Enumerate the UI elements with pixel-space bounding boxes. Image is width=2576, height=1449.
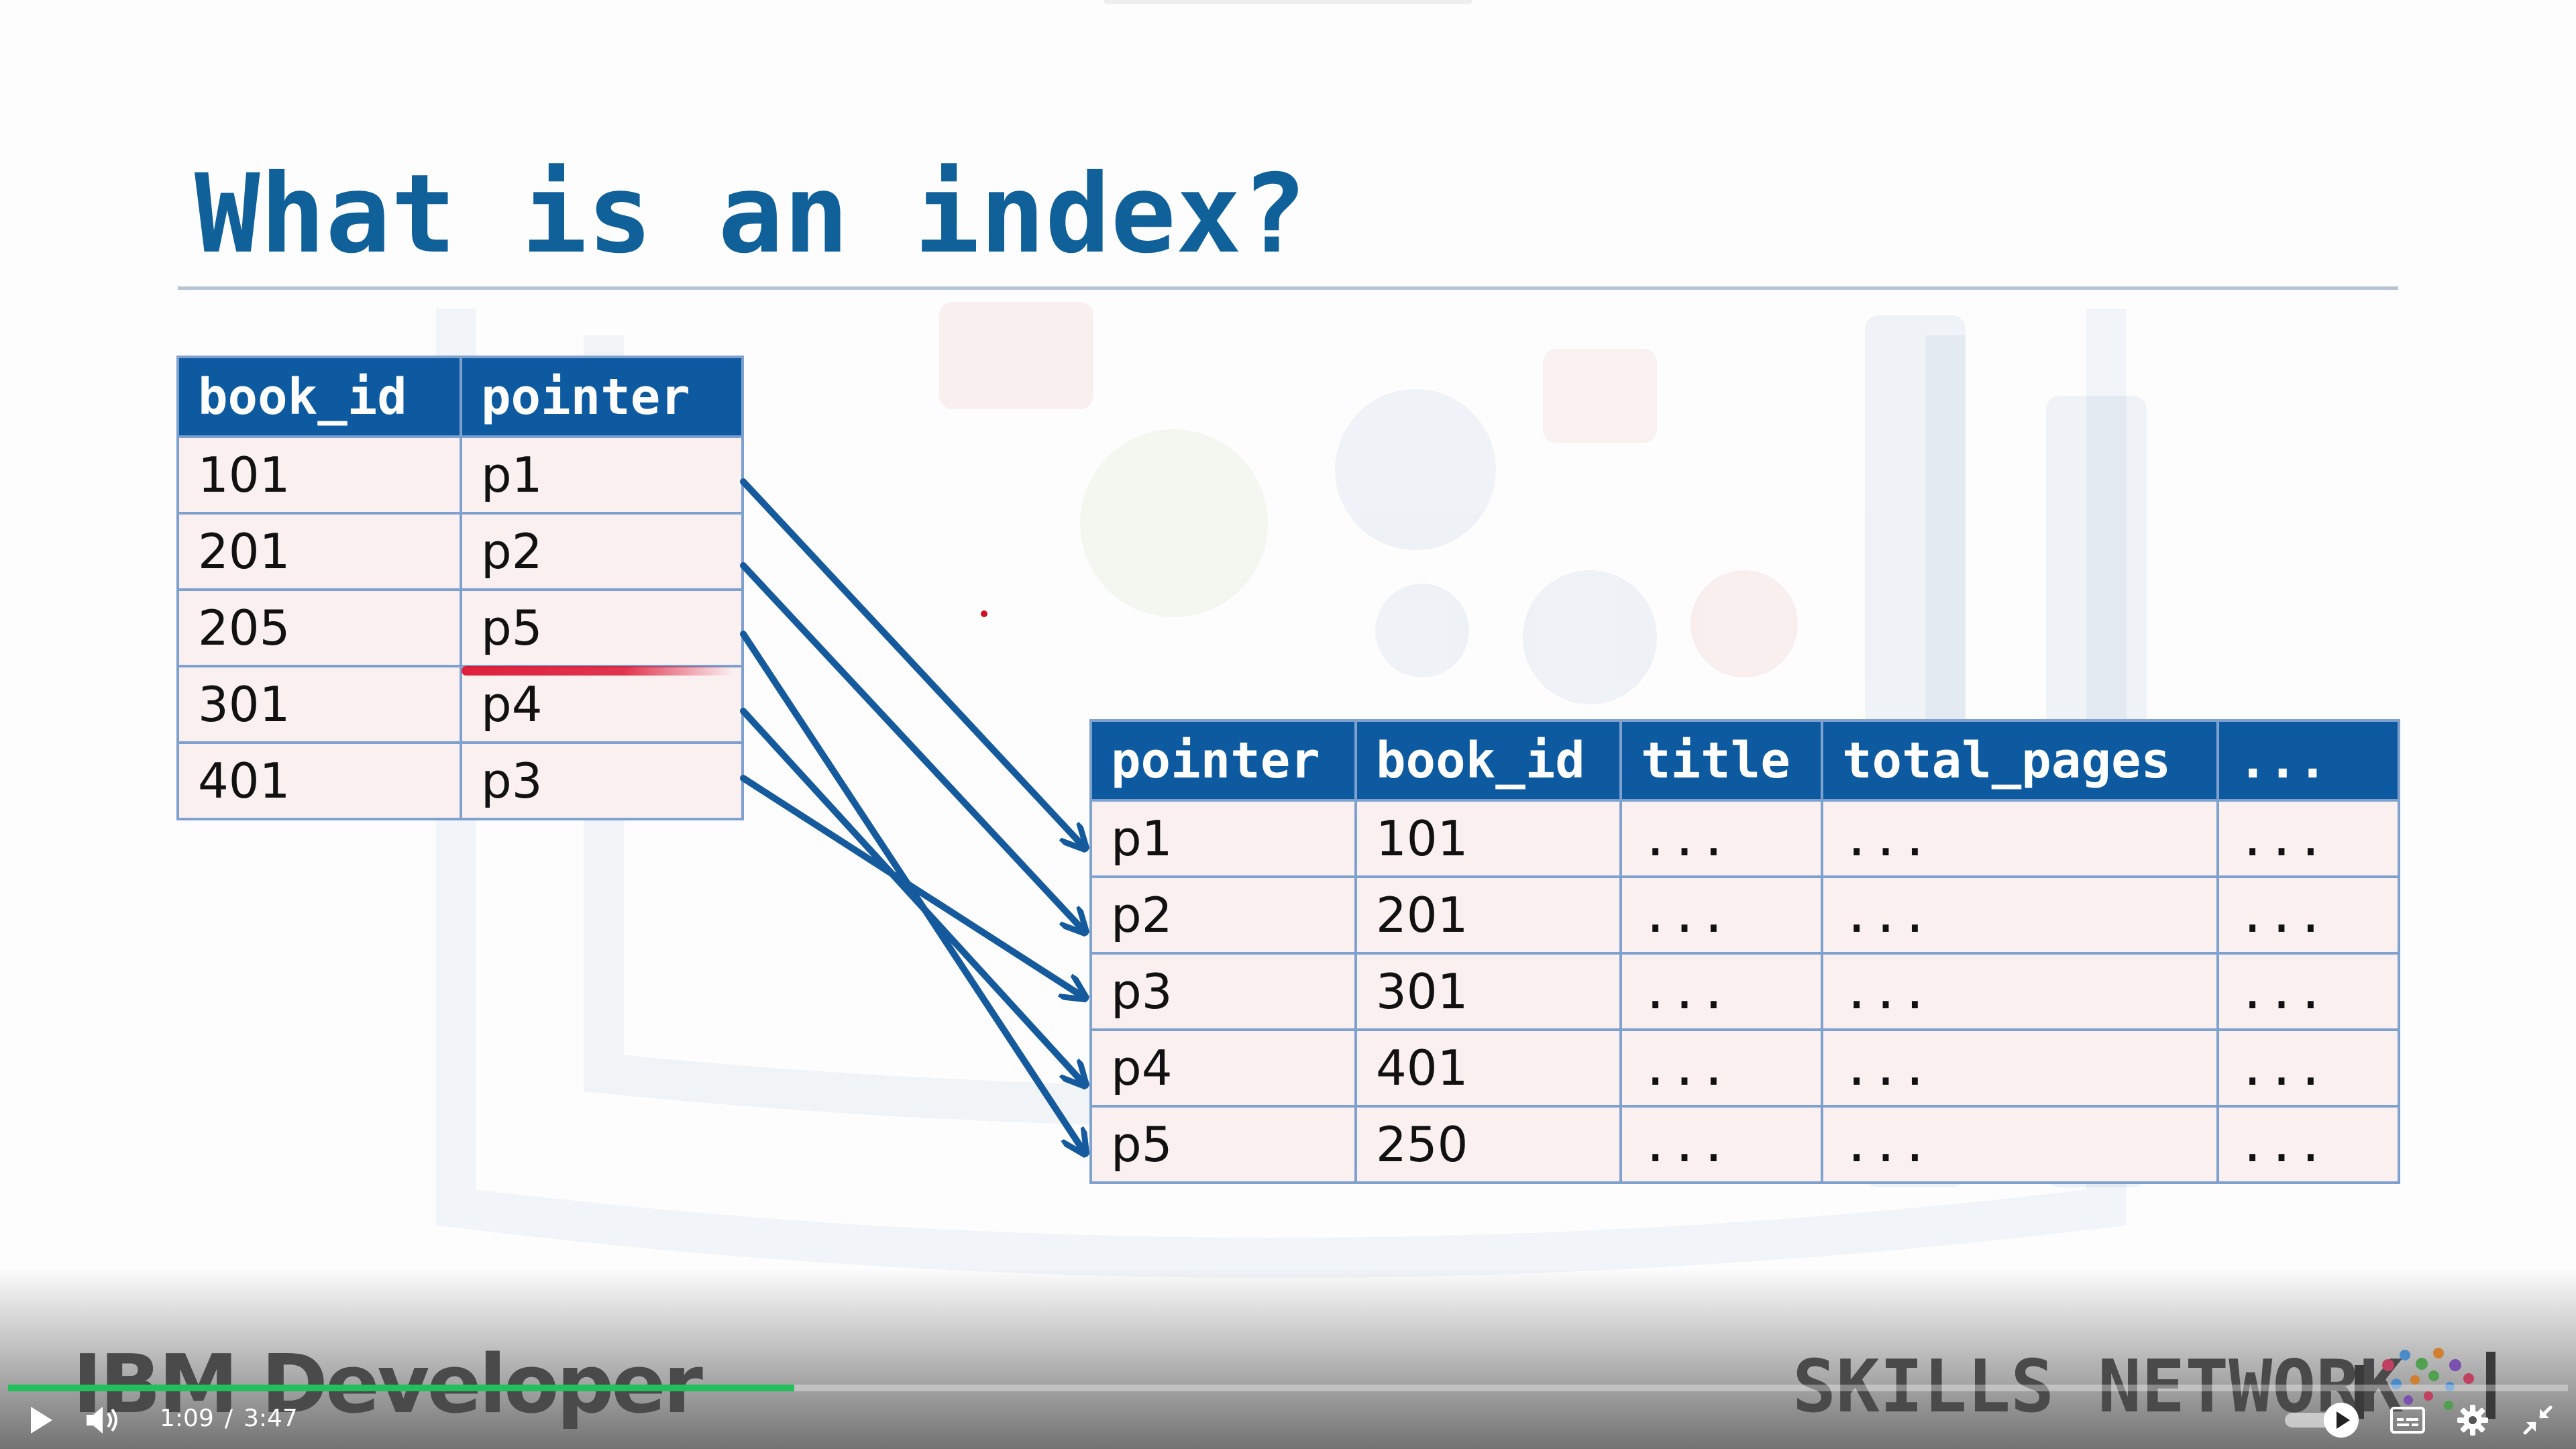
data-cell-book-id: 301 <box>1354 952 1622 1031</box>
data-cell-more: ... <box>2216 1105 2400 1184</box>
index-cell-book-id: 205 <box>176 588 462 667</box>
table-row: 205 p5 <box>176 588 744 667</box>
data-cell-pointer: p2 <box>1089 875 1357 955</box>
red-laser-pointer-dot <box>981 610 987 617</box>
table-row: p3 301 ... ... ... <box>1089 952 2400 1031</box>
arrow-p1 <box>740 478 1085 849</box>
table-row: p4 401 ... ... ... <box>1089 1028 2400 1108</box>
data-header-pointer: pointer <box>1089 719 1357 802</box>
index-header-pointer: pointer <box>460 356 744 438</box>
index-cell-book-id: 101 <box>176 435 462 515</box>
duration: 3:47 <box>243 1405 298 1432</box>
skills-network-mark-icon <box>2355 1348 2496 1419</box>
play-button[interactable] <box>20 1403 63 1437</box>
index-table-header-row: book_id pointer <box>176 356 744 438</box>
index-cell-pointer: p2 <box>460 512 744 591</box>
index-header-book-id: book_id <box>176 356 462 438</box>
table-row: p2 201 ... ... ... <box>1089 875 2400 955</box>
data-cell-total-pages: ... <box>1821 875 2219 955</box>
data-table-header-row: pointer book_id title total_pages ... <box>1089 719 2400 802</box>
data-cell-pointer: p4 <box>1089 1028 1357 1108</box>
data-cell-title: ... <box>1619 1105 1823 1184</box>
table-row: 201 p2 <box>176 512 744 591</box>
exit-fullscreen-button[interactable] <box>2518 1402 2557 1438</box>
player-controls-gradient <box>0 1268 2576 1449</box>
data-cell-title: ... <box>1619 952 1823 1031</box>
data-cell-more: ... <box>2216 799 2400 878</box>
data-cell-pointer: p5 <box>1089 1105 1357 1184</box>
data-header-total-pages: total_pages <box>1821 719 2219 802</box>
index-cell-book-id: 301 <box>176 665 462 744</box>
data-cell-book-id: 101 <box>1354 799 1622 878</box>
current-time: 1:09 <box>160 1405 214 1432</box>
time-display: 1:09 / 3:47 <box>160 1402 298 1436</box>
data-header-more: ... <box>2216 719 2400 802</box>
subtitles-button[interactable] <box>2387 1403 2428 1437</box>
index-cell-book-id: 401 <box>176 741 462 820</box>
data-cell-total-pages: ... <box>1821 1028 2219 1108</box>
subtitles-icon <box>2390 1407 2425 1434</box>
data-cell-total-pages: ... <box>1821 1105 2219 1184</box>
autoplay-toggle[interactable] <box>2281 1399 2361 1441</box>
video-progress-played <box>8 1385 794 1391</box>
data-cell-pointer: p3 <box>1089 952 1357 1031</box>
data-cell-title: ... <box>1619 875 1823 955</box>
autoplay-toggle-icon <box>2285 1403 2359 1438</box>
index-cell-pointer: p4 <box>460 665 744 744</box>
data-cell-pointer: p1 <box>1089 799 1357 878</box>
time-separator: / <box>224 1405 233 1432</box>
data-header-title: title <box>1619 719 1823 802</box>
data-cell-more: ... <box>2216 1028 2400 1108</box>
data-cell-book-id: 201 <box>1354 875 1622 955</box>
data-cell-title: ... <box>1619 1028 1823 1108</box>
slide-top-tab <box>1104 0 1472 4</box>
play-icon <box>31 1407 52 1434</box>
title-divider <box>178 286 2398 290</box>
data-cell-total-pages: ... <box>1821 952 2219 1031</box>
data-cell-total-pages: ... <box>1821 799 2219 878</box>
slide-title: What is an index? <box>195 152 1307 278</box>
index-cell-pointer: p5 <box>460 588 744 667</box>
video-progress-bar[interactable] <box>8 1385 2568 1391</box>
index-cell-pointer: p1 <box>460 435 744 515</box>
exit-fullscreen-icon <box>2523 1405 2553 1435</box>
data-cell-title: ... <box>1619 799 1823 878</box>
arrow-p2 <box>740 562 1085 932</box>
volume-button[interactable] <box>79 1402 126 1438</box>
data-cell-book-id: 401 <box>1354 1028 1622 1108</box>
arrow-p4 <box>740 708 1085 1085</box>
volume-icon <box>87 1407 117 1434</box>
index-cell-book-id: 201 <box>176 512 462 591</box>
data-header-book-id: book_id <box>1354 719 1622 802</box>
data-cell-more: ... <box>2216 952 2400 1031</box>
data-cell-more: ... <box>2216 875 2400 955</box>
table-row: 101 p1 <box>176 435 744 515</box>
data-cell-book-id: 250 <box>1354 1105 1622 1184</box>
data-table: pointer book_id title total_pages ... p1… <box>1089 719 2400 1184</box>
settings-button[interactable] <box>2453 1401 2493 1440</box>
arrow-p3 <box>740 775 1085 998</box>
table-row: p5 250 ... ... ... <box>1089 1105 2400 1184</box>
table-row: 301 p4 <box>176 665 744 744</box>
red-annotation-underline <box>462 666 733 676</box>
gear-icon <box>2457 1405 2488 1436</box>
table-row: p1 101 ... ... ... <box>1089 799 2400 878</box>
